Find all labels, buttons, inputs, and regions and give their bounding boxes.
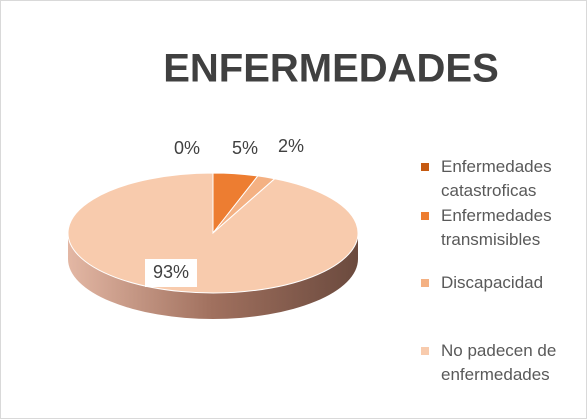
legend-item: Enfermedades transmisibles (421, 204, 586, 252)
legend-swatch (421, 212, 429, 220)
chart-title: ENFERMEDADES (163, 47, 499, 91)
data-label: 5% (232, 138, 258, 158)
legend-swatch (421, 347, 429, 355)
legend-label: Enfermedades transmisibles (441, 206, 552, 249)
data-label: 2% (278, 136, 304, 156)
legend-label: Enfermedades catastroficas (441, 157, 552, 200)
legend-swatch (421, 279, 429, 287)
legend-item: No padecen de enfermedades (421, 339, 586, 387)
legend-label: No padecen de enfermedades (441, 341, 557, 384)
pie-side (68, 233, 358, 319)
legend-item: Enfermedades catastroficas (421, 155, 586, 203)
data-label: 0% (174, 138, 200, 158)
data-label: 93% (153, 262, 189, 282)
legend-label: Discapacidad (441, 273, 544, 292)
legend-item: Discapacidad (421, 271, 586, 295)
label-box (145, 259, 197, 287)
pie-slice (67, 172, 359, 294)
legend-swatch (421, 163, 429, 171)
